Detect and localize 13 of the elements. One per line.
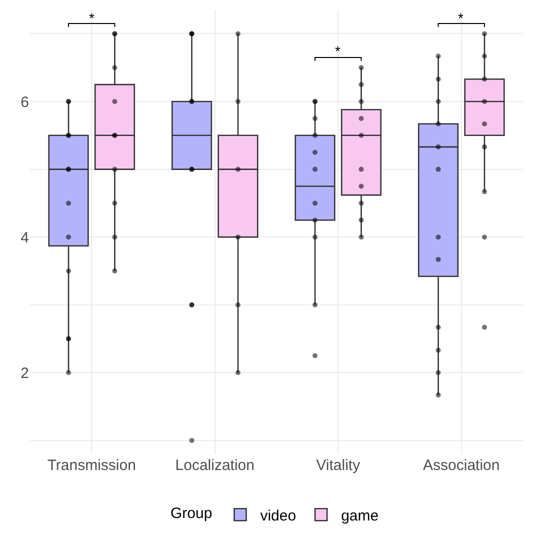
legend-label: video xyxy=(260,508,296,524)
annotation: * xyxy=(89,10,95,26)
x-tick-label: Localization xyxy=(175,457,254,474)
y-tick-label: 4 xyxy=(20,229,29,246)
y-tick-label: 2 xyxy=(20,364,29,382)
annotation: * xyxy=(335,43,341,59)
x-tick-label: Transmission xyxy=(47,457,136,474)
legend-title: Group xyxy=(170,504,212,522)
y-tick-label: 6 xyxy=(20,94,29,111)
x-tick-label: Association xyxy=(423,457,500,474)
x-tick-label: Vitality xyxy=(316,457,361,474)
legend-label: game xyxy=(341,508,379,524)
annotation: * xyxy=(458,10,464,26)
